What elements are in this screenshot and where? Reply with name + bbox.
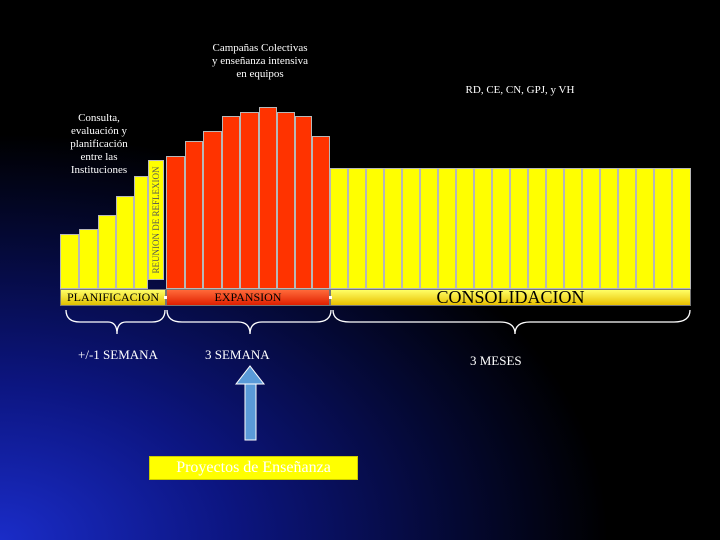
cons-bar-3 <box>366 168 384 289</box>
cons-bar-20 <box>672 168 691 289</box>
exp-bar-1 <box>166 156 185 289</box>
phase-consolidacion: CONSOLIDACION <box>330 288 691 306</box>
exp-bar-3 <box>203 131 222 289</box>
cons-bar-14 <box>564 168 582 289</box>
plan-bar-3 <box>98 215 116 289</box>
duration-planificacion: +/-1 SEMANA <box>78 347 158 362</box>
exp-bar-5 <box>240 112 259 289</box>
cons-bar-17 <box>618 168 636 289</box>
duration-expansion: 3 SEMANA <box>205 347 270 362</box>
cons-bar-4 <box>384 168 402 289</box>
proyectos-box: Proyectos de Enseñanza <box>149 456 358 480</box>
cons-bar-10 <box>492 168 510 289</box>
cons-bar-18 <box>636 168 654 289</box>
campanas-label: Campañas Colectivas y enseñanza intensiv… <box>185 42 335 81</box>
consulta-line-2: evaluación y <box>71 125 127 137</box>
cons-bar-5 <box>402 168 420 289</box>
cons-bar-8 <box>456 168 474 289</box>
institutions-label: RD, CE, CN, GPJ, y VH <box>465 84 575 96</box>
cons-bar-1 <box>330 168 348 289</box>
consulta-line-1: Consulta, <box>78 112 120 124</box>
brace-planificacion <box>65 309 166 335</box>
cons-bar-7 <box>438 168 456 289</box>
cons-bar-2 <box>348 168 366 289</box>
brace-consolidacion <box>332 309 691 335</box>
consulta-line-4: entre las <box>80 151 118 163</box>
arrow-head <box>234 365 266 385</box>
duration-consolidacion: 3 MESES <box>470 353 522 368</box>
exp-bar-4 <box>222 116 240 289</box>
phase-marker-right <box>329 296 332 299</box>
consulta-label: Consulta, evaluación y planificación ent… <box>55 112 143 177</box>
cons-bar-9 <box>474 168 492 289</box>
phase-marker-left <box>164 296 167 299</box>
plan-bar-5 <box>134 176 148 289</box>
cons-bar-19 <box>654 168 672 289</box>
cons-bar-6 <box>420 168 438 289</box>
reflexion-column: REUNION DE REFLEXION <box>148 160 164 280</box>
exp-bar-6 <box>259 107 277 289</box>
brace-expansion <box>166 309 332 335</box>
plan-bar-1 <box>60 234 79 289</box>
plan-bar-2 <box>79 229 98 289</box>
consulta-line-5: Instituciones <box>70 164 128 176</box>
cons-bar-16 <box>600 168 618 289</box>
exp-bar-9 <box>312 136 330 289</box>
cons-bar-12 <box>528 168 546 289</box>
consulta-line-3: planificación <box>70 138 128 150</box>
phase-expansion: EXPANSION <box>166 289 330 306</box>
campanas-line-1: Campañas Colectivas <box>212 42 308 54</box>
plan-bar-4 <box>116 196 134 289</box>
cons-bar-15 <box>582 168 600 289</box>
exp-bar-2 <box>185 141 203 289</box>
cons-bar-11 <box>510 168 528 289</box>
campanas-line-3: en equipos <box>236 68 284 80</box>
exp-bar-7 <box>277 112 295 289</box>
exp-bar-8 <box>295 116 312 289</box>
phase-planificacion: PLANIFICACION <box>60 289 166 306</box>
arrow-shaft <box>244 381 257 441</box>
cons-bar-13 <box>546 168 564 289</box>
campanas-line-2: y enseñanza intensiva <box>212 55 308 67</box>
